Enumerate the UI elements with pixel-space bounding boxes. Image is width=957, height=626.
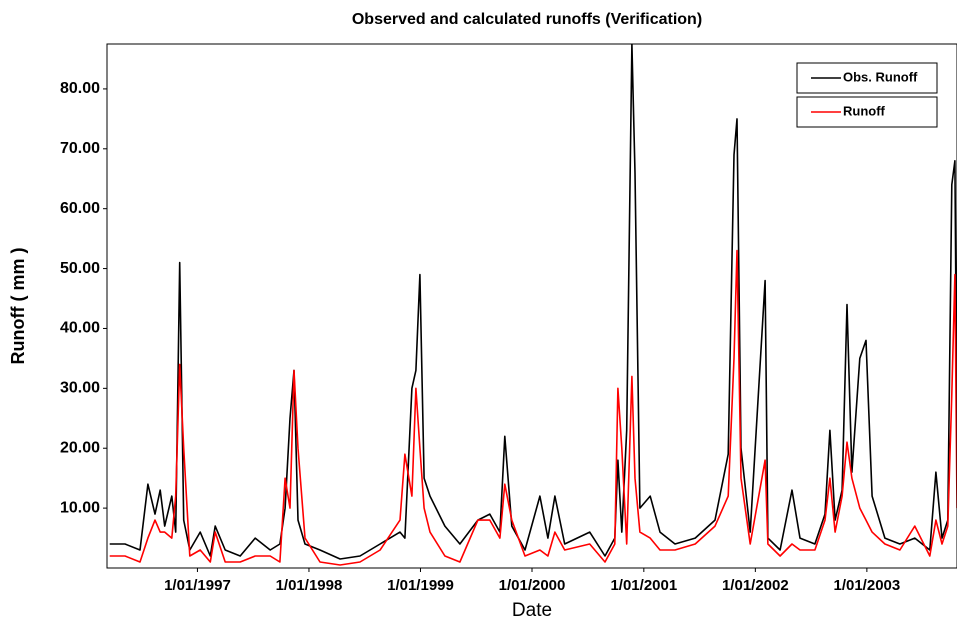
y-tick-label: 10.00	[60, 499, 100, 516]
x-tick-label: 1/01/2000	[499, 577, 566, 594]
plot-frame	[106, 43, 957, 569]
x-tick-label: 1/01/2001	[610, 577, 677, 594]
legend-box	[796, 62, 938, 94]
x-axis-label: Date	[512, 600, 552, 621]
y-tick-label: 20.00	[60, 439, 100, 456]
series-line	[109, 44, 957, 560]
x-tick-label: 1/01/1999	[387, 577, 454, 594]
x-tick-label: 1/01/1997	[164, 577, 231, 594]
chart-title: Observed and calculated runoffs (Verific…	[352, 11, 702, 28]
legend-label: Runoff	[843, 103, 886, 118]
series-line	[109, 249, 957, 566]
y-tick-label: 70.00	[60, 140, 100, 157]
y-axis-label: Runoff ( mm )	[8, 248, 28, 365]
x-tick-label: 1/01/2003	[833, 577, 900, 594]
x-tick-label: 1/01/2002	[722, 577, 789, 594]
y-tick-label: 50.00	[60, 260, 100, 277]
legend-label: Obs. Runoff	[843, 69, 918, 84]
y-tick-label: 40.00	[60, 320, 100, 337]
y-tick-label: 80.00	[60, 80, 100, 97]
y-tick-label: 30.00	[60, 380, 100, 397]
y-tick-label: 60.00	[60, 200, 100, 217]
x-tick-label: 1/01/1998	[276, 577, 343, 594]
